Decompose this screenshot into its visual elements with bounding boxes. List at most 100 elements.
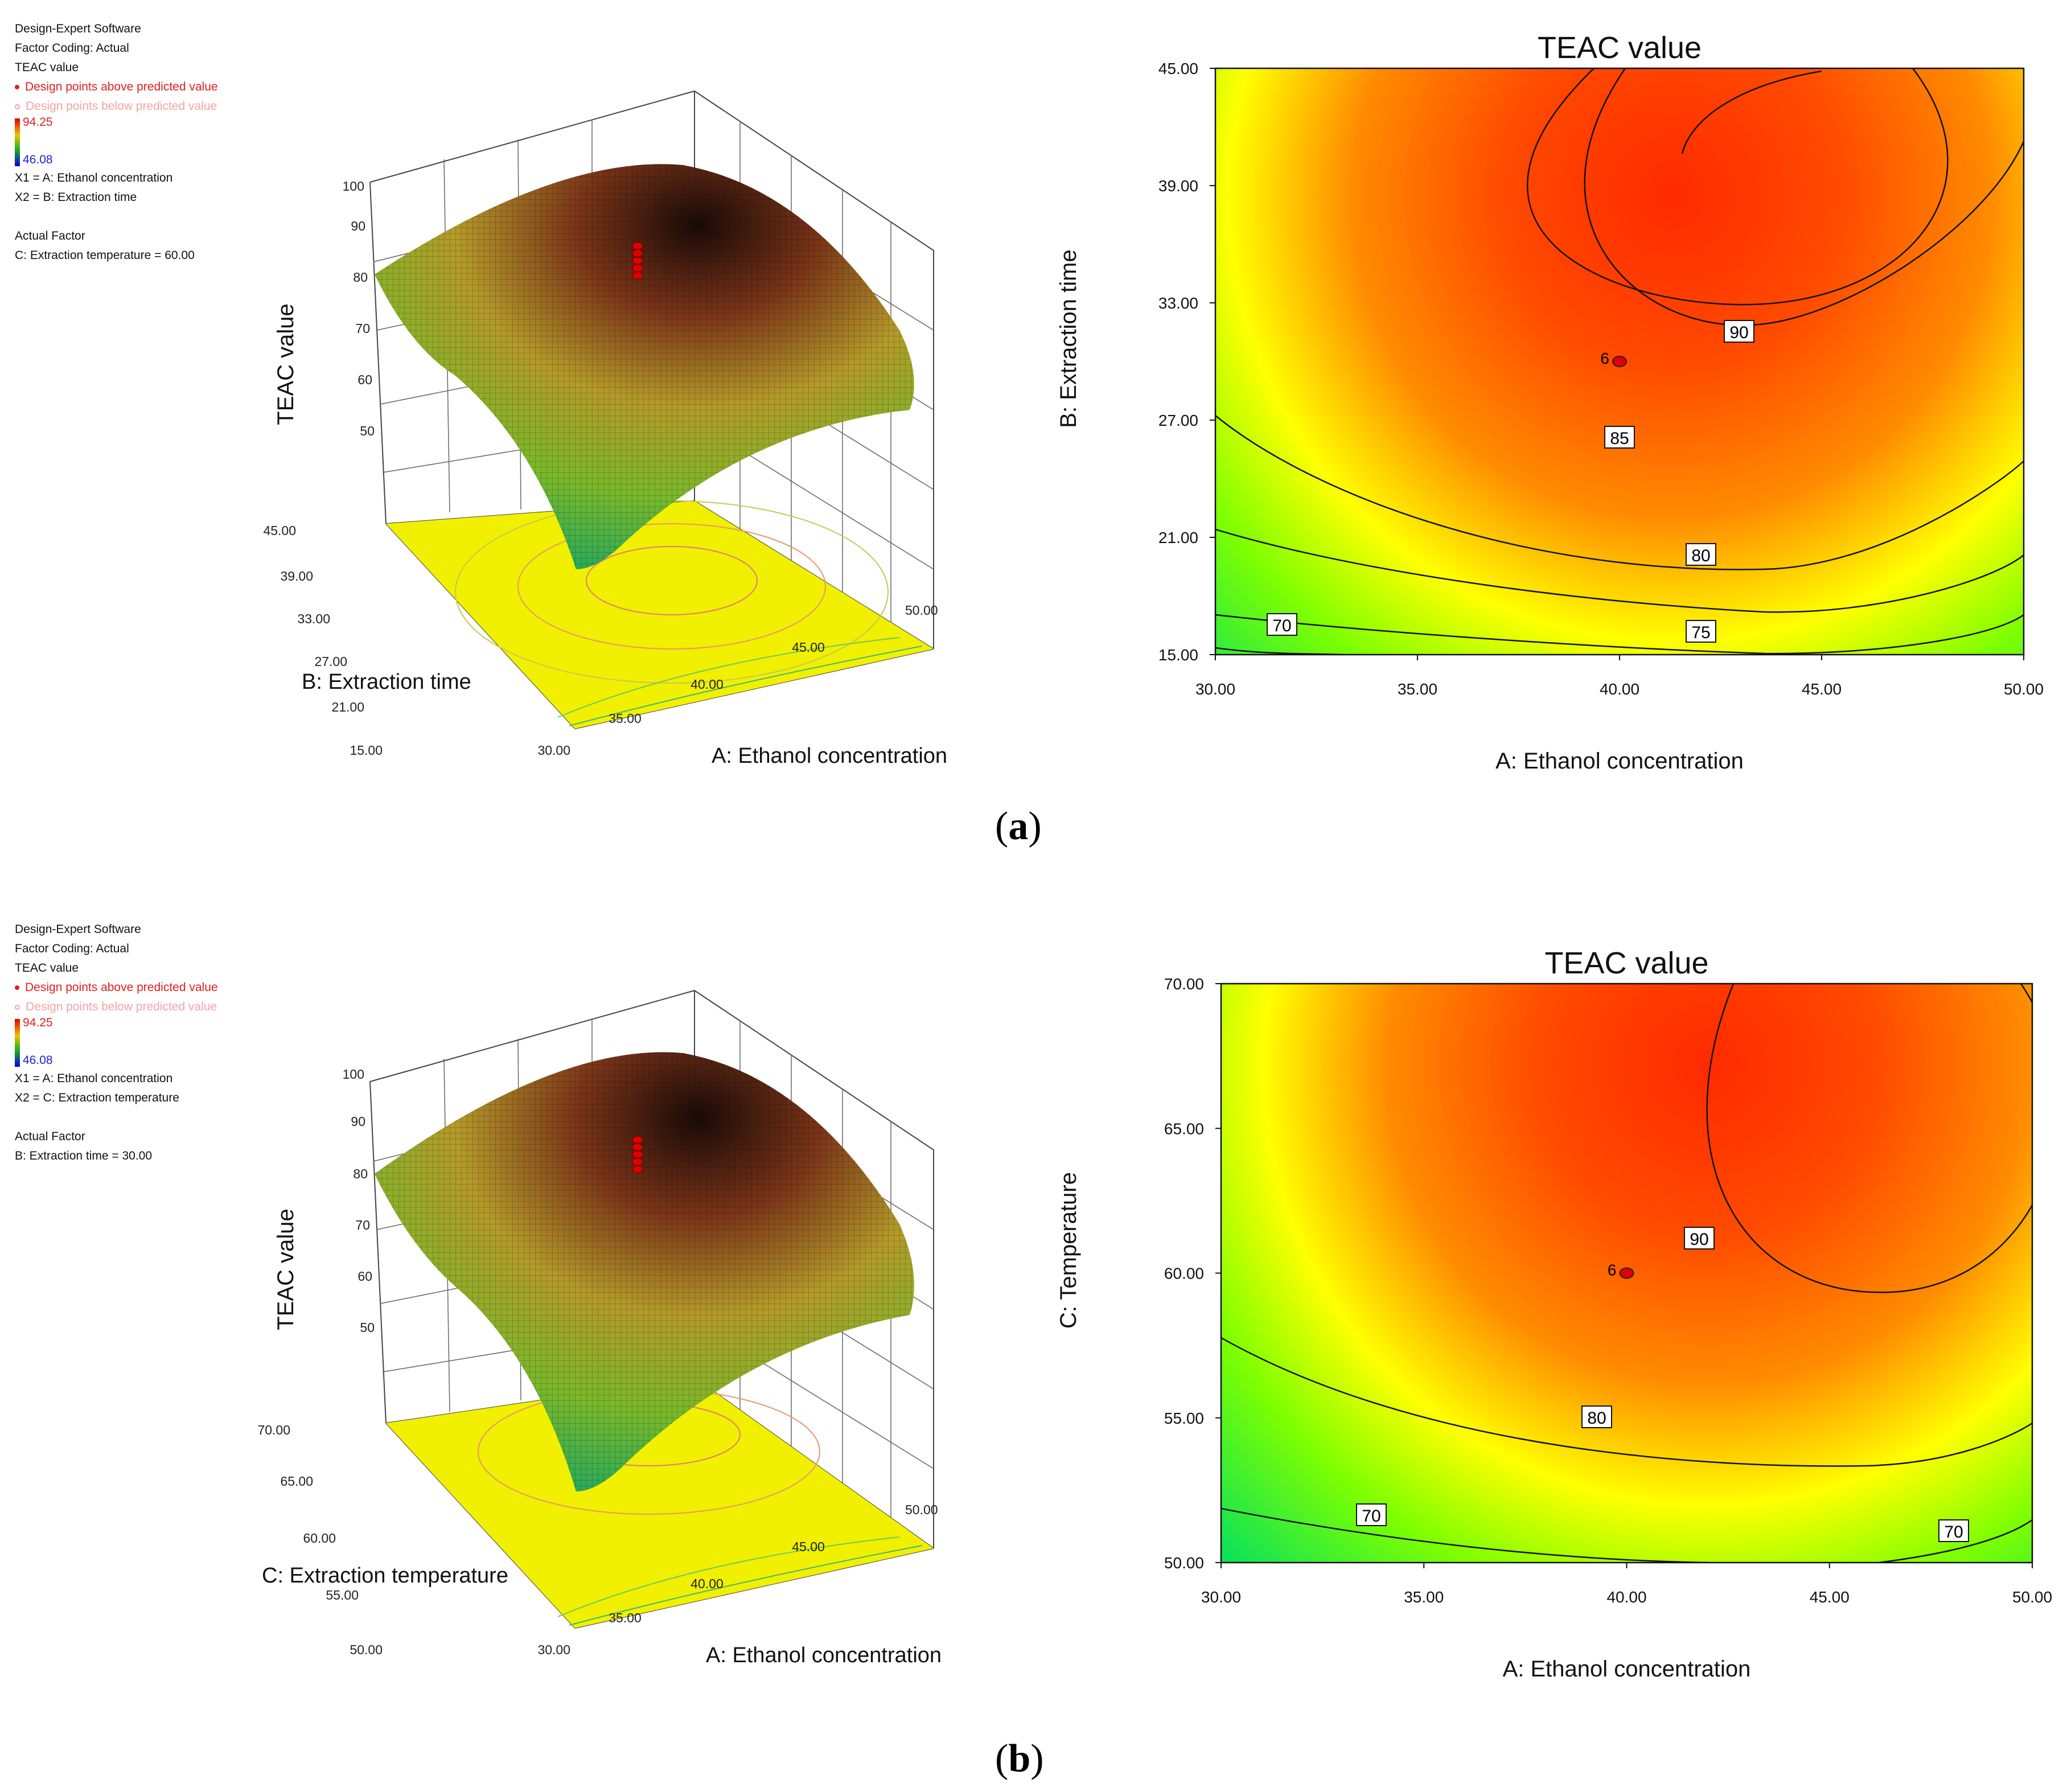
z-tick: 90 [351, 219, 365, 233]
info-software: Design-Expert Software [15, 923, 141, 936]
x-tick: 35.00 [609, 711, 642, 726]
y-tick-label: 15.00 [1158, 646, 1198, 664]
x-tick: 40.00 [691, 1576, 724, 1591]
contour-plot-a: 90 85 80 75 70 6 30.00 35.00 40.00 45.00 50.00 15.0… [1056, 31, 2044, 774]
x-tick-label: 30.00 [1201, 1588, 1241, 1606]
z-axis-label: TEAC value [273, 303, 298, 425]
x-tick: 35.00 [609, 1610, 642, 1625]
z-tick: 50 [360, 1320, 375, 1335]
z-tick: 60 [357, 372, 372, 387]
y-axis-label: C: Extraction temperature [262, 1564, 508, 1588]
surface-plot-a: 100 90 80 70 60 50 TEAC value 30.00 35.0… [263, 90, 947, 768]
contour-label-box [1581, 1405, 1612, 1428]
info-coding: Factor Coding: Actual [15, 42, 129, 55]
contour-line [1878, 1519, 2032, 1563]
z-tick: 100 [343, 179, 364, 194]
z-tick: 60 [357, 1269, 372, 1284]
contour-lines [1221, 984, 2032, 1563]
y-tick: 55.00 [326, 1588, 359, 1602]
contour-line [1215, 415, 2024, 570]
y-tick-label: 33.00 [1158, 294, 1198, 312]
info-actual-factor: Actual Factor [15, 229, 85, 243]
contour-label-box [1604, 426, 1635, 449]
x-tick: 40.00 [691, 677, 724, 692]
x-tick-label: 35.00 [1398, 680, 1437, 698]
contour-line [1584, 68, 2024, 326]
x-tick-label: 50.00 [2004, 680, 2044, 698]
contour-label-box [1724, 320, 1754, 343]
contour-label-box [1267, 613, 1297, 636]
y-tick-label: 55.00 [1164, 1409, 1204, 1427]
info-response: TEAC value [15, 61, 79, 74]
y-tick-label: 27.00 [1158, 412, 1198, 429]
legend-max: 94.25 [23, 116, 53, 129]
z-axis-label: TEAC value [273, 1209, 298, 1330]
z-tick: 100 [343, 1067, 364, 1082]
info-above: Design points above predicted value [15, 77, 218, 97]
info-x2: X2 = B: Extraction time [15, 191, 137, 204]
color-legend: 94.25 46.08 [15, 1016, 218, 1069]
y-tick: 15.00 [350, 743, 383, 758]
design-point [1612, 356, 1627, 367]
z-tick: 50 [360, 424, 375, 438]
info-above: Design points above predicted value [15, 978, 218, 997]
design-point [1619, 1267, 1634, 1279]
contour-line [1221, 1507, 1708, 1563]
y-tick-label: 50.00 [1164, 1554, 1204, 1572]
info-x1: X1 = A: Ethanol concentration [15, 171, 173, 184]
contour-label: 70 [1944, 1523, 1963, 1542]
contour-plot-b: 90 80 70 70 6 30.00 35.00 40.00 45.00 50.00 50.00 5… [1056, 946, 2052, 1682]
y-tick: 50.00 [350, 1642, 383, 1657]
y-tick: 21.00 [331, 700, 364, 714]
info-actual-factor: Actual Factor [15, 1130, 85, 1143]
z-tick: 90 [351, 1114, 365, 1129]
surface-plot-b: 100 90 80 70 60 50 TEAC value 30.00 35.0… [257, 989, 942, 1667]
x-tick: 30.00 [537, 743, 570, 758]
contour-line [1527, 68, 1949, 306]
y-tick: 45.00 [263, 523, 296, 538]
color-legend: 94.25 46.08 [15, 116, 218, 168]
y-tick: 65.00 [280, 1474, 313, 1489]
contour-line [1681, 70, 1822, 154]
contour-label-box [1686, 620, 1716, 643]
y-axis-label: B: Extraction time [1056, 249, 1081, 428]
z-tick: 70 [355, 1218, 370, 1232]
info-coding: Factor Coding: Actual [15, 942, 129, 955]
contour-label-box [1938, 1519, 1969, 1542]
info-below: Design points below predicted value [15, 97, 218, 116]
contour-label: 80 [1587, 1409, 1606, 1428]
contour-line [1215, 528, 2024, 613]
y-tick-label: 21.00 [1158, 529, 1198, 546]
contour-label: 80 [1691, 546, 1710, 565]
legend-min: 46.08 [23, 1054, 53, 1067]
x-tick: 50.00 [905, 603, 938, 618]
x-tick-label: 45.00 [1802, 680, 1842, 698]
y-tick-label: 70.00 [1164, 975, 1204, 993]
design-point-label: 6 [1600, 350, 1609, 367]
info-block-a: Design-Expert Software Factor Coding: Ac… [15, 19, 218, 265]
contour-line [1706, 984, 2032, 1293]
panel-label-a: (a) [995, 804, 1042, 848]
contour-label-box [1686, 543, 1716, 566]
y-axis-label: C: Temperature [1056, 1172, 1081, 1329]
info-response: TEAC value [15, 961, 79, 975]
info-below: Design points below predicted value [15, 997, 218, 1017]
x-tick-label: 40.00 [1606, 1588, 1646, 1606]
contour-label: 90 [1690, 1230, 1708, 1249]
contour-line [1221, 1337, 2032, 1467]
panel-label-b: (b) [995, 1737, 1044, 1781]
x-axis-label: A: Ethanol concentration [712, 744, 947, 768]
info-software: Design-Expert Software [15, 22, 141, 35]
y-tick: 27.00 [314, 654, 347, 669]
x-axis-label: A: Ethanol concentration [706, 1643, 942, 1667]
info-block-b: Design-Expert Software Factor Coding: Ac… [15, 920, 218, 1166]
x-tick-label: 45.00 [1810, 1588, 1850, 1606]
contour-label-box [1684, 1227, 1715, 1250]
x-axis-label: A: Ethanol concentration [1495, 749, 1744, 774]
info-actual-value: C: Extraction temperature = 60.00 [15, 249, 195, 262]
info-actual-value: B: Extraction time = 30.00 [15, 1149, 153, 1162]
x-tick-label: 40.00 [1600, 680, 1639, 698]
y-tick-label: 65.00 [1164, 1120, 1204, 1137]
y-tick-label: 45.00 [1158, 60, 1198, 77]
z-tick: 80 [353, 1166, 368, 1181]
